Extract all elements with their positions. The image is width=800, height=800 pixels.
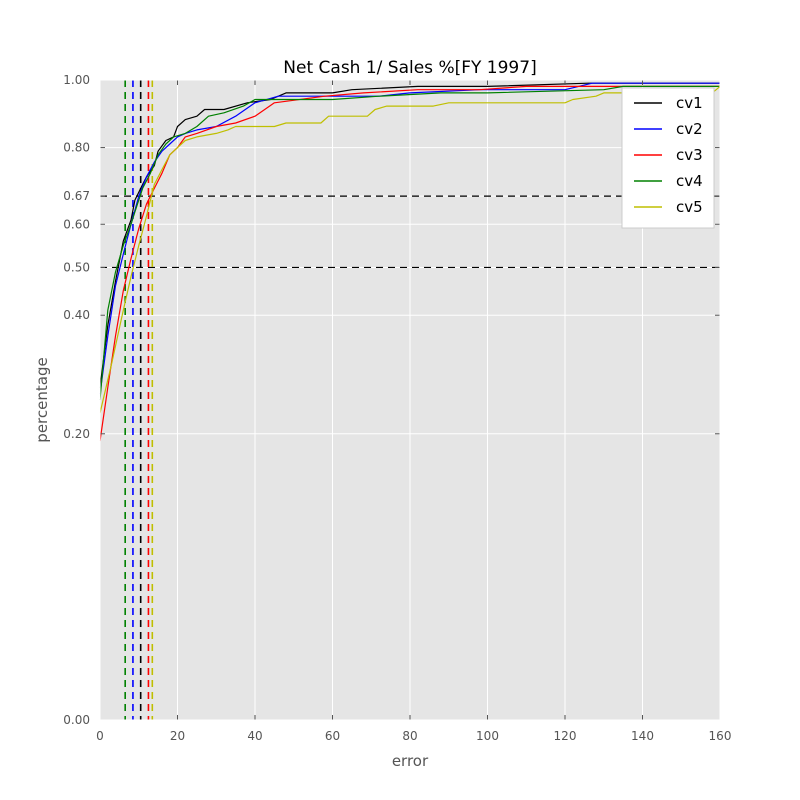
series-line	[99, 85, 721, 414]
x-tick-label: 140	[631, 729, 654, 743]
y-tick-label: 0.67	[63, 189, 90, 203]
legend: cv1 cv2 cv3 cv4 cv5	[621, 87, 715, 229]
legend-label: cv4	[676, 172, 703, 190]
plot-frame	[99, 79, 721, 721]
legend-box	[621, 87, 715, 229]
y-tick-label: 0.00	[63, 713, 90, 727]
series-line	[99, 85, 720, 401]
x-tick-label: 100	[476, 729, 499, 743]
x-tick-label: 160	[709, 729, 732, 743]
x-tick-label: 80	[402, 729, 417, 743]
x-tick-labels: 0 20 40 60 80 100 120 140 160	[96, 729, 731, 743]
x-tick-label: 60	[325, 729, 340, 743]
y-axis-label: percentage	[33, 357, 51, 442]
series-line	[99, 85, 720, 442]
x-tick-label: 20	[170, 729, 185, 743]
series-line	[99, 82, 720, 388]
legend-label: cv2	[676, 120, 703, 138]
reference-vlines	[124, 80, 154, 720]
x-tick-label: 120	[554, 729, 577, 743]
legend-label: cv5	[676, 198, 703, 216]
x-axis-label: error	[392, 752, 429, 770]
y-tick-labels: 0.00 0.20 0.40 0.50 0.60 0.67 0.80 1.00	[63, 73, 90, 727]
y-tick-label: 0.60	[63, 217, 90, 231]
reference-hlines	[100, 195, 720, 269]
y-tick-label: 0.80	[63, 141, 90, 155]
x-tick-label: 40	[247, 729, 262, 743]
legend-label: cv3	[676, 146, 703, 164]
x-tick-label: 0	[96, 729, 104, 743]
y-tick-label: 0.20	[63, 427, 90, 441]
y-tick-label: 0.40	[63, 308, 90, 322]
chart-title: Net Cash 1/ Sales %[FY 1997]	[283, 58, 536, 78]
y-tick-label: 1.00	[63, 73, 90, 87]
series-lines	[99, 82, 721, 442]
legend-label: cv1	[676, 94, 703, 112]
y-tick-label: 0.50	[63, 260, 90, 274]
